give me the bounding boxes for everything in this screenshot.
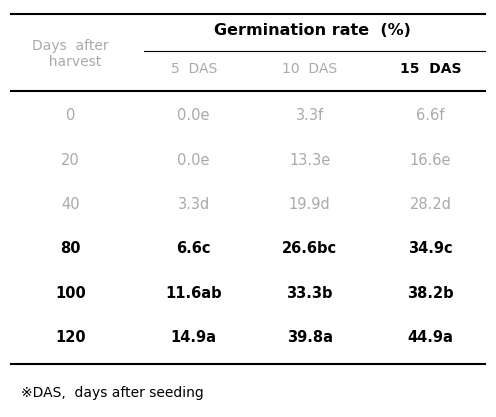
Text: 120: 120: [55, 330, 86, 345]
Text: 19.9d: 19.9d: [289, 197, 330, 212]
Text: 3.3f: 3.3f: [296, 108, 324, 123]
Text: 0.0e: 0.0e: [178, 108, 210, 123]
Text: 40: 40: [61, 197, 80, 212]
Text: Germination rate  (%): Germination rate (%): [214, 23, 411, 38]
Text: Days  after
  harvest: Days after harvest: [32, 39, 109, 69]
Text: 33.3b: 33.3b: [286, 286, 333, 301]
Text: 38.2b: 38.2b: [407, 286, 454, 301]
Text: 34.9c: 34.9c: [408, 241, 453, 256]
Text: 16.6e: 16.6e: [410, 153, 451, 168]
Text: 0: 0: [66, 108, 75, 123]
Text: 3.3d: 3.3d: [178, 197, 210, 212]
Text: 6.6c: 6.6c: [177, 241, 211, 256]
Text: 44.9a: 44.9a: [408, 330, 453, 345]
Text: 10  DAS: 10 DAS: [282, 62, 337, 76]
Text: 13.3e: 13.3e: [289, 153, 330, 168]
Text: 15  DAS: 15 DAS: [400, 62, 461, 76]
Text: 14.9a: 14.9a: [171, 330, 217, 345]
Text: 5  DAS: 5 DAS: [171, 62, 217, 76]
Text: 80: 80: [60, 241, 81, 256]
Text: 28.2d: 28.2d: [410, 197, 451, 212]
Text: 0.0e: 0.0e: [178, 153, 210, 168]
Text: 6.6f: 6.6f: [416, 108, 445, 123]
Text: ※DAS,  days after seeding: ※DAS, days after seeding: [21, 386, 204, 400]
Text: 100: 100: [55, 286, 86, 301]
Text: 26.6bc: 26.6bc: [282, 241, 337, 256]
Text: 20: 20: [61, 153, 80, 168]
Text: 39.8a: 39.8a: [287, 330, 333, 345]
Text: 11.6ab: 11.6ab: [166, 286, 222, 301]
